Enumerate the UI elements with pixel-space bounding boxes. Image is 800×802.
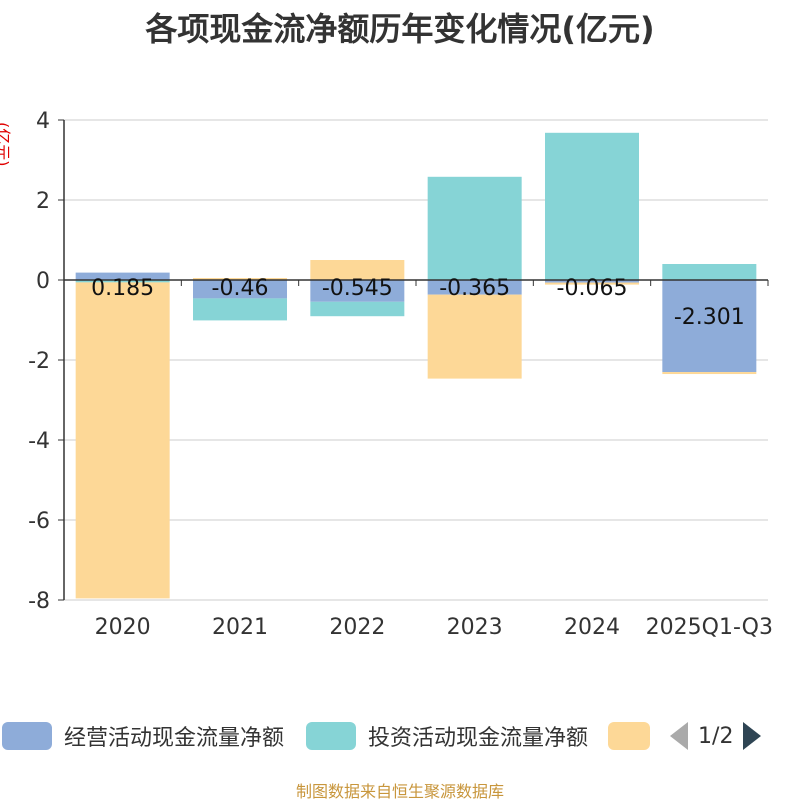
bar-series2-2024 (545, 282, 639, 285)
x-tick-label: 2025Q1-Q3 (646, 615, 773, 640)
y-tick-label: -2 (28, 349, 50, 374)
data-label: -0.46 (212, 276, 269, 301)
x-tick-label: 2021 (212, 615, 268, 640)
bar-series0-2020 (75, 272, 170, 280)
y-tick-label: -4 (28, 429, 50, 454)
legend-item-operating[interactable]: 经营活动现金流量净额 (2, 720, 284, 752)
next-page-icon[interactable] (743, 722, 762, 750)
data-label: -0.065 (557, 276, 628, 301)
y-tick-label: 0 (36, 269, 50, 294)
legend-swatch-operating (2, 722, 52, 750)
prev-page-icon[interactable] (670, 722, 689, 750)
legend-swatch-financing (608, 722, 651, 750)
bar-series1-2023 (427, 176, 522, 280)
legend-page-indicator: 1/2 (698, 723, 734, 749)
data-label: -0.365 (439, 276, 510, 301)
bar-series1-2020 (75, 280, 170, 283)
chart-title: 各项现金流净额历年变化情况(亿元) (145, 10, 655, 48)
x-tick-label: 2020 (95, 615, 151, 640)
bar-series2-2025Q1-Q3 (662, 372, 757, 375)
data-label: -0.545 (322, 276, 393, 301)
bar-series1-2021 (193, 298, 287, 321)
bar-series2-2022 (310, 260, 405, 280)
data-label: 0.185 (91, 276, 154, 301)
legend: 经营活动现金流量净额 投资活动现金流量净额 1/2 (0, 716, 800, 756)
bar-series1-2024 (545, 132, 639, 280)
x-tick-label: 2024 (564, 615, 620, 640)
bar-series2-2023 (427, 294, 522, 379)
bar-series2-2021 (193, 278, 287, 280)
bar-series0-2025Q1-Q3 (662, 280, 757, 373)
legend-label-investing: 投资活动现金流量净额 (368, 726, 589, 751)
legend-swatch-investing (306, 722, 357, 750)
legend-item-investing[interactable]: 投资活动现金流量净额 (306, 720, 588, 752)
data-source-note: 制图数据来自恒生聚源数据库 (295, 782, 504, 801)
data-label: -2.301 (674, 305, 745, 330)
bar-series0-2023 (427, 280, 522, 295)
bar-series2-2020 (75, 282, 170, 599)
x-tick-label: 2022 (329, 615, 385, 640)
y-tick-label: -6 (28, 509, 50, 534)
x-tick-label: 2023 (447, 615, 503, 640)
bar-series0-2024 (545, 280, 639, 283)
legend-item-financing[interactable] (608, 722, 651, 750)
bar-series1-2025Q1-Q3 (662, 264, 757, 280)
y-tick-label: -8 (28, 589, 50, 614)
bar-series0-2021 (193, 280, 287, 299)
y-tick-label: 2 (36, 189, 50, 214)
legend-pager: 1/2 (670, 722, 762, 750)
bar-series1-2022 (310, 301, 405, 317)
chart-canvas: 4 2 0 -2 -4 -6 -8 2020 2021 2022 2023 2024 2025Q1-Q3… (28, 109, 773, 640)
legend-label-operating: 经营活动现金流量净额 (64, 726, 285, 751)
bar-series0-2022 (310, 280, 405, 302)
y-tick-label: 4 (36, 109, 50, 134)
